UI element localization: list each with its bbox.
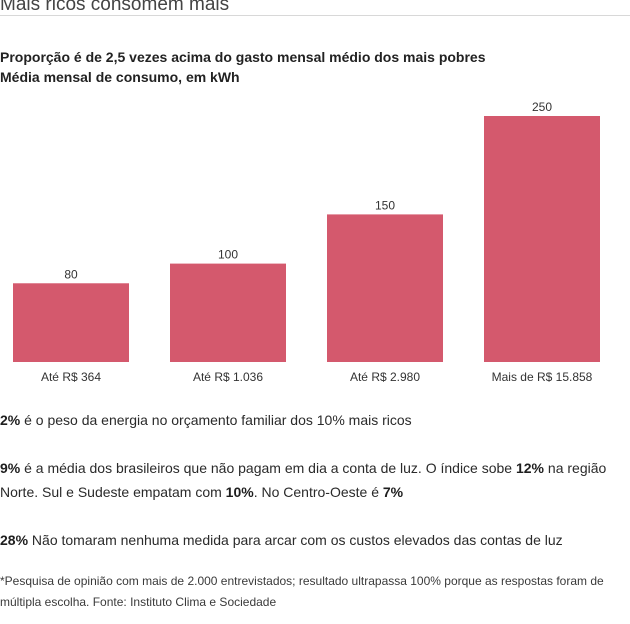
fact-highlight: 7% <box>382 484 404 500</box>
footnote: *Pesquisa de opinião com mais de 2.000 e… <box>0 574 604 609</box>
fact-text: é o peso da energia no orçamento familia… <box>20 412 412 428</box>
facts-list: 2% é o peso da energia no orçamento fami… <box>0 408 628 576</box>
fact-highlight: 12% <box>515 460 545 476</box>
fact-highlight: 28% <box>0 532 29 548</box>
fact-text: . No Centro-Oeste é <box>253 484 383 500</box>
fact-item: 28% Não tomaram nenhuma medida para arca… <box>0 528 628 552</box>
category-label-3: Mais de R$ 15.858 <box>492 370 593 384</box>
chart-subtitle: Média mensal de consumo, em kWh <box>0 69 240 85</box>
category-label-2: Até R$ 2.980 <box>350 370 420 384</box>
data-label-3: 250 <box>532 100 552 114</box>
fact-text: é a média dos brasileiros que não pagam … <box>20 460 516 476</box>
data-label-0: 80 <box>64 267 78 281</box>
category-label-0: Até R$ 364 <box>41 370 101 384</box>
bar-1 <box>170 263 286 362</box>
bar-2 <box>327 214 443 362</box>
data-label-1: 100 <box>218 248 238 262</box>
page-title: Mais ricos consomem mais <box>0 0 230 15</box>
fact-item: 2% é o peso da energia no orçamento fami… <box>0 408 628 432</box>
fact-highlight: 2% <box>0 412 21 428</box>
bar-0 <box>13 283 129 362</box>
data-label-2: 150 <box>375 198 395 212</box>
fact-highlight: 10% <box>225 484 254 500</box>
fact-text: Não tomaram nenhuma medida para arcar co… <box>28 532 563 548</box>
bar-3 <box>484 116 600 362</box>
bar-chart: 80 Até R$ 364 100 Até R$ 1.036 150 Até R$ 2.9… <box>13 100 600 384</box>
category-label-1: Até R$ 1.036 <box>193 370 263 384</box>
chart-title: Proporção é de 2,5 vezes acima do gasto … <box>0 49 486 65</box>
header-divider <box>0 15 630 16</box>
fact-highlight: 9% <box>0 460 21 476</box>
fact-item: 9% é a média dos brasileiros que não pag… <box>0 456 628 504</box>
fact-text: na região Norte. Sul e Sudeste empatam c… <box>0 460 607 500</box>
